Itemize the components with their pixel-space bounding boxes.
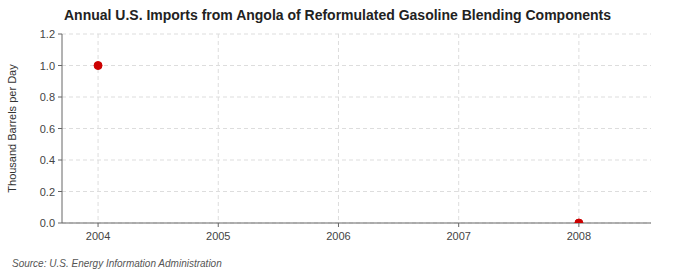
point [94, 62, 102, 70]
y-grid-line [62, 65, 651, 66]
points [94, 62, 583, 224]
y-tick-label: 0.8 [40, 91, 55, 103]
x-tick [218, 223, 219, 227]
y-tick [58, 128, 62, 129]
x-grid-line [458, 34, 459, 223]
y-tick [58, 160, 62, 161]
y-grid-line [62, 223, 651, 224]
y-tick-label: 0.6 [40, 123, 55, 135]
y-tick-label: 1.0 [40, 60, 55, 72]
y-axis-line [62, 34, 63, 223]
chart-svg: Annual U.S. Imports from Angola of Refor… [0, 0, 675, 275]
x-grid-line [218, 34, 219, 223]
x-tick-label: 2007 [446, 230, 470, 242]
y-grid-line [62, 191, 651, 192]
annotation: Source: U.S. Energy Information Administ… [12, 258, 222, 269]
x-axis-line [62, 223, 651, 224]
chart-container: Annual U.S. Imports from Angola of Refor… [0, 0, 675, 275]
y-grid-line [62, 34, 651, 35]
grid [62, 34, 651, 223]
x-tick-label: 2005 [206, 230, 230, 242]
y-tick-label: 0.2 [40, 186, 55, 198]
x-grid-line [338, 34, 339, 223]
y-tick [58, 65, 62, 66]
x-tick-label: 2004 [86, 230, 110, 242]
x-grid-line [578, 34, 579, 223]
y-tick-label: 0.0 [40, 217, 55, 229]
x-tick [338, 223, 339, 227]
y-grid-line [62, 160, 651, 161]
point [575, 219, 583, 223]
axes: 0.0 0.2 0.4 0.6 0.8 1.0 1.2 2004 2005 2006 2007 200… [40, 28, 651, 242]
x-tick [98, 223, 99, 227]
y-grid-line [62, 128, 651, 129]
x-tick [578, 223, 579, 227]
title: Annual U.S. Imports from Angola of Refor… [64, 7, 611, 23]
y-axis-label: Thousand Barrels per Day [6, 64, 18, 193]
y-tick [58, 223, 62, 224]
x-tick-label: 2006 [326, 230, 350, 242]
y-tick [58, 34, 62, 35]
y-tick [58, 97, 62, 98]
x-tick-label: 2008 [567, 230, 591, 242]
y-grid-line [62, 97, 651, 98]
y-tick-label: 0.4 [40, 154, 55, 166]
y-tick [58, 191, 62, 192]
y-tick-label: 1.2 [40, 28, 55, 40]
x-tick [458, 223, 459, 227]
